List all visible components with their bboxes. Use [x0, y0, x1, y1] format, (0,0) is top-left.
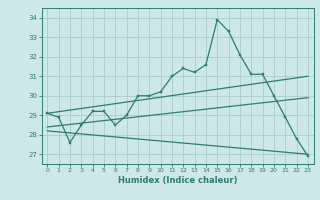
X-axis label: Humidex (Indice chaleur): Humidex (Indice chaleur)	[118, 176, 237, 185]
